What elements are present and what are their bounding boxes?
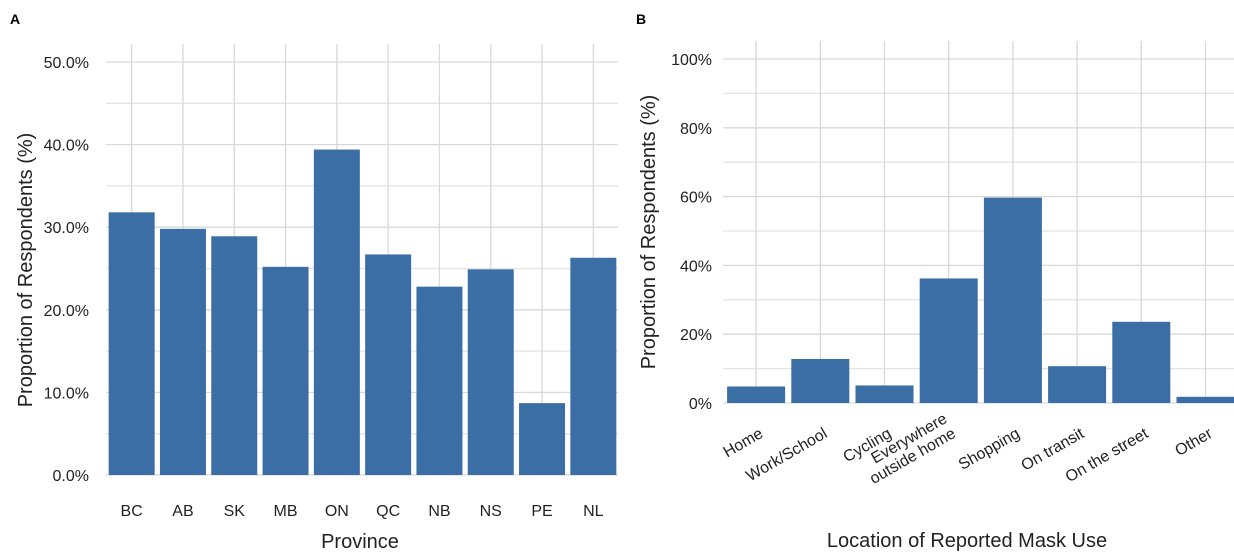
panel-a-bars [109, 150, 617, 475]
panel-a-y-tick-label: 40.0% [44, 138, 89, 155]
panel-a-x-tick-label: NB [428, 503, 450, 520]
panel-a-bar-ns [468, 269, 514, 475]
panel-b-bar-work-school [791, 359, 849, 403]
panel-b-bar-on-transit [1048, 366, 1106, 403]
panel-b-y-axis-title: Proportion of Respondents (%) [638, 95, 660, 370]
panel-b-y-tick-label: 80% [680, 121, 712, 138]
panel-b-y-tick-label: 0% [689, 396, 712, 413]
panel-b-x-tick-label: Other [1172, 425, 1216, 460]
panel-b-x-tick-label: Everywhereoutside home [859, 410, 959, 488]
panel-a-x-tick-label: PE [531, 503, 552, 520]
panel-a-x-tick-label: ON [325, 503, 349, 520]
panel-a-x-tick-label: SK [224, 503, 246, 520]
panel-a-y-tick-label: 50.0% [44, 55, 89, 72]
panel-a-y-tick-label: 30.0% [44, 220, 89, 237]
panel-a-bar-sk [211, 236, 257, 475]
panel-a-bar-ab [160, 229, 206, 475]
panel-b-x-axis-title: Location of Reported Mask Use [827, 530, 1107, 552]
panel-a-y-tick-label: 0.0% [53, 468, 89, 485]
panel-a-x-tick-label: MB [274, 503, 298, 520]
panel-a-bar-on [314, 150, 360, 475]
panel-b-y-tick-label: 20% [680, 327, 712, 344]
panel-b-y-tick-label: 40% [680, 258, 712, 275]
panel-a-x-tick-label: AB [172, 503, 193, 520]
panel-b-x-tick-label: Shopping [956, 425, 1023, 474]
panel-b-y-tick-label: 60% [680, 190, 712, 207]
panel-a-x-tick-label: NL [583, 503, 604, 520]
panel-a-bar-mb [263, 267, 309, 475]
panel-a-tag: A [10, 11, 20, 27]
panel-a-x-tick-labels: BC AB SK MB ON QC NB NS PE NL [121, 503, 604, 520]
panel-a-y-tick-labels: 0.0% 10.0% 20.0% 30.0% 40.0% 50.0% [44, 55, 89, 485]
panel-a-y-tick-label: 20.0% [44, 303, 89, 320]
panel-b-bar-home [727, 386, 785, 403]
panel-a-y-axis-title: Proportion of Respondents (%) [15, 133, 37, 408]
panel-a-x-tick-label: QC [376, 503, 400, 520]
panel-b-y-tick-labels: 0% 20% 40% 60% 80% 100% [671, 52, 712, 413]
panel-a-bar-nb [416, 287, 462, 475]
panel-a-bar-qc [365, 254, 411, 475]
panel-a-x-tick-label: NS [480, 503, 502, 520]
panel-b-bar-shopping [984, 198, 1042, 403]
panel-b-y-tick-label: 100% [671, 52, 712, 69]
panel-a-x-tick-label: BC [121, 503, 143, 520]
panel-a-y-tick-label: 10.0% [44, 385, 89, 402]
panel-b-x-tick-label: Home [721, 425, 767, 461]
panel-b-tag: B [636, 11, 646, 27]
panel-a-bar-nl [570, 258, 616, 475]
panel-b-bar-other [1177, 397, 1234, 403]
panel-a-bar-pe [519, 403, 565, 475]
panel-a-bar-bc [109, 212, 155, 475]
panel-b-bar-on-the-street [1112, 322, 1170, 403]
panel-b-bar-cycling [856, 385, 914, 403]
panel-a-x-axis-title: Province [321, 531, 399, 552]
panel-b-bar-everywhere-outside-home [920, 278, 978, 403]
panel-a: A 0.0% 10.0% 20.0% 30.0% 40.0% 50.0% BC AB SK MB… [10, 11, 618, 552]
